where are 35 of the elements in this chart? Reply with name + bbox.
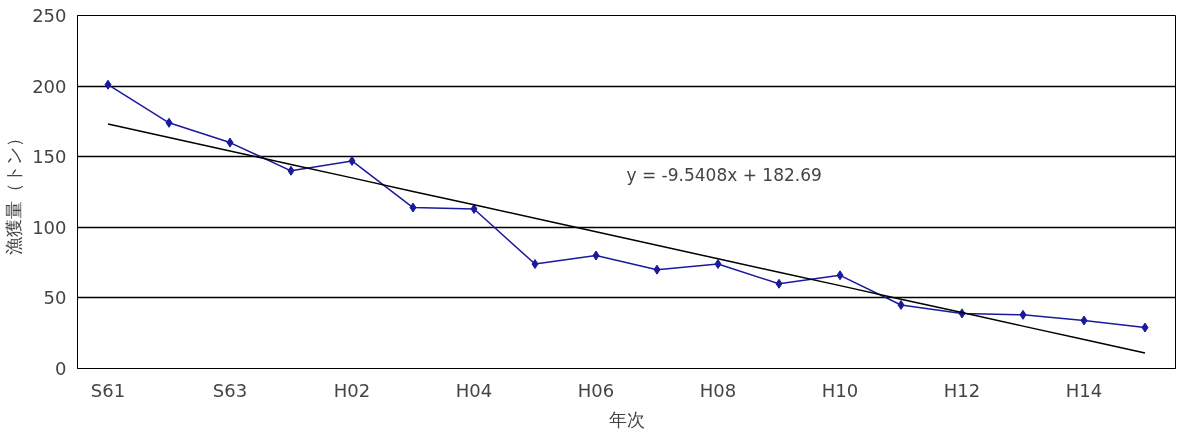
y-axis-title: 漁獲量（トン） (3, 129, 25, 255)
x-tick-label: H14 (1065, 379, 1103, 401)
y-tick-label: 150 (32, 146, 67, 168)
point (1080, 315, 1088, 326)
x-tick-label: H02 (333, 379, 371, 401)
y-tick-label: 0 (55, 358, 67, 379)
annotation: y = -9.5408x + 182.69 (626, 164, 822, 185)
x-tick-label: H06 (577, 379, 615, 401)
point (287, 165, 295, 176)
x-tick-label: S61 (90, 379, 126, 401)
point (775, 278, 783, 289)
x-tick-label: H04 (455, 379, 493, 401)
point (653, 264, 661, 275)
point (714, 259, 722, 270)
point (592, 250, 600, 261)
y-tick-label: 50 (43, 287, 67, 309)
y-tick-label: 100 (32, 216, 67, 238)
x-axis-title: 年次 (608, 408, 645, 430)
point (165, 117, 173, 128)
x-tick-label: S63 (212, 379, 248, 401)
y-tick-label: 250 (32, 5, 67, 26)
x-tick-label: H10 (821, 379, 859, 401)
y-tick-label: 200 (32, 75, 67, 97)
point (836, 270, 844, 281)
point (1141, 322, 1149, 333)
point (531, 259, 539, 270)
point (897, 299, 905, 310)
point (409, 202, 417, 213)
point (348, 155, 356, 166)
x-tick-label: H12 (943, 379, 981, 401)
point (226, 137, 234, 148)
point (1019, 309, 1027, 320)
point (470, 203, 478, 214)
point (104, 79, 112, 90)
x-tick-label: H08 (699, 379, 737, 401)
